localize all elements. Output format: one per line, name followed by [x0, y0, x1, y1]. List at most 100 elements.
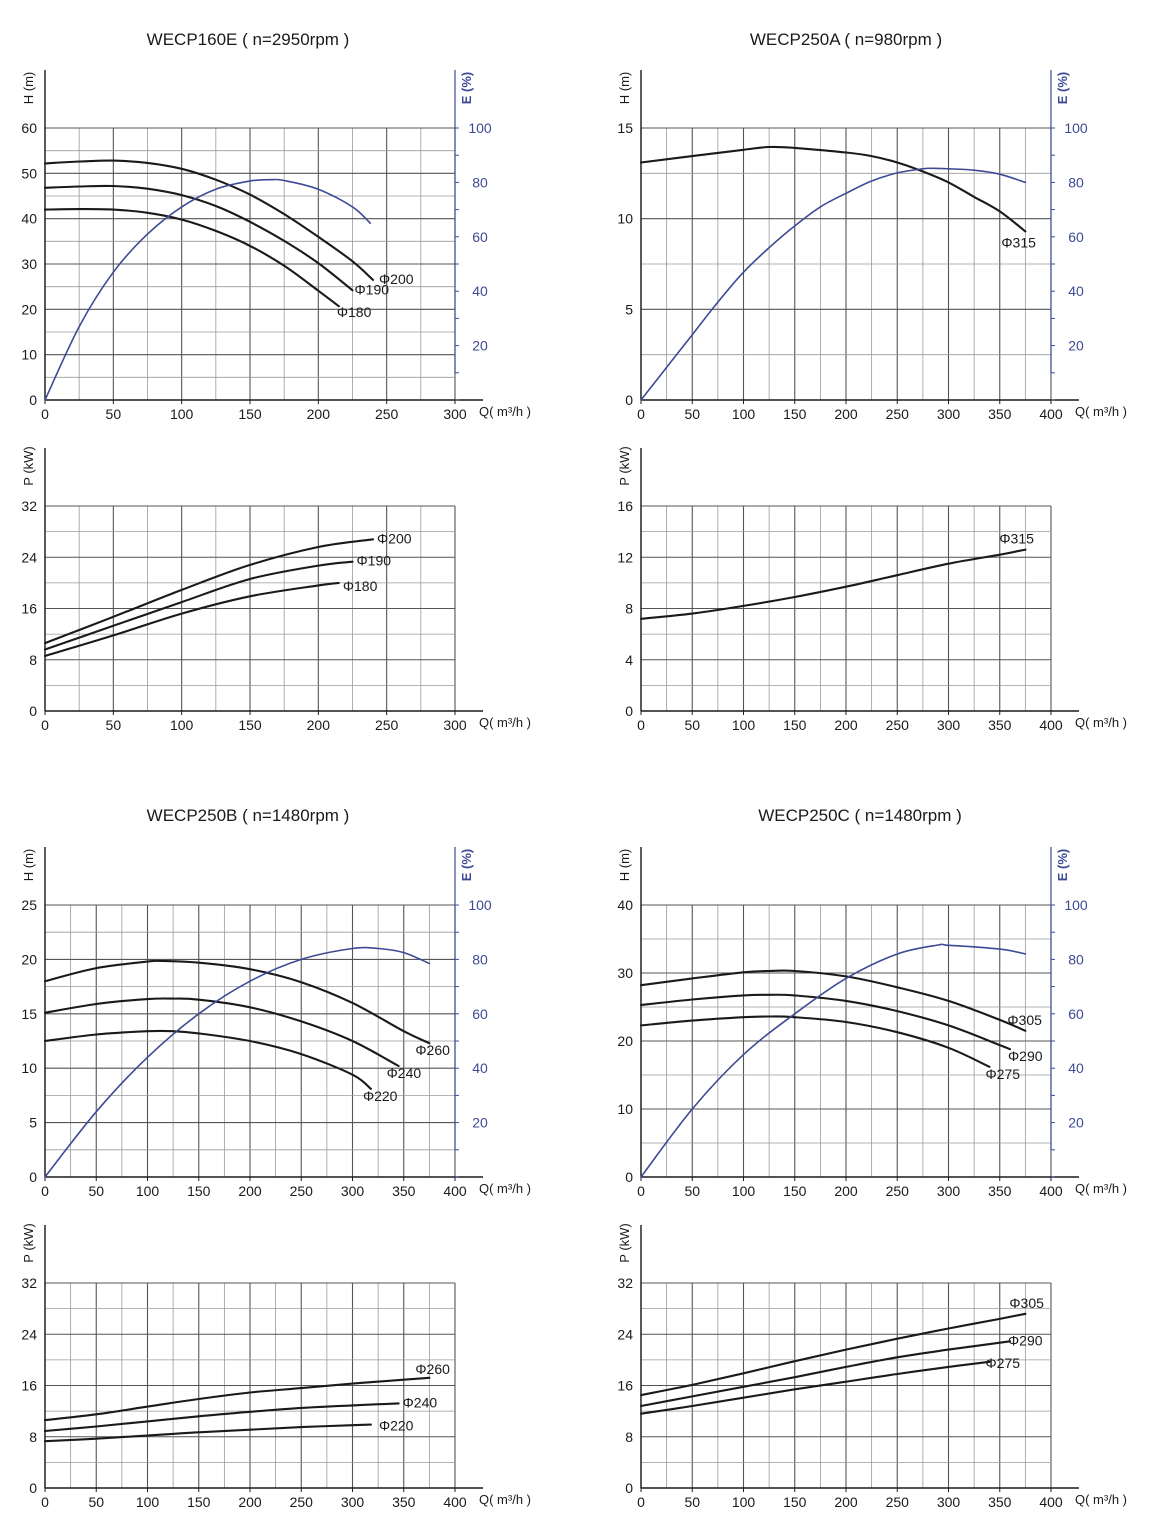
- x-tick-label: 350: [988, 406, 1012, 422]
- curve-Φ290: [639, 993, 1012, 1051]
- y-tick-label: 0: [29, 1169, 37, 1185]
- y-tick-label: 4: [625, 652, 633, 668]
- x-tick-label: 100: [732, 717, 756, 733]
- x-tick-label: 250: [290, 1494, 314, 1510]
- curve-label: Φ190: [355, 281, 390, 297]
- curve-label: Φ220: [363, 1088, 398, 1104]
- curve-Φ200: [43, 159, 375, 281]
- y2-tick-label: 20: [472, 338, 488, 354]
- x-tick-label: 50: [684, 406, 700, 422]
- y2-tick-label: 40: [1068, 1060, 1084, 1076]
- x-tick-label: 400: [443, 1183, 467, 1199]
- y-tick-label: 0: [29, 392, 37, 408]
- x-tick-label: 100: [136, 1183, 160, 1199]
- chart-panel: 0 50 100 150 200 250 300 350 400 Q( m³/h ) 0 4 8 12 16…: [617, 446, 1127, 733]
- x-tick-label: 100: [732, 406, 756, 422]
- curve-Φ315: [639, 548, 1027, 620]
- y-tick-label: 16: [21, 1378, 37, 1394]
- x-tick-label: 300: [937, 717, 961, 733]
- curve-Φ260: [43, 1376, 431, 1422]
- x-tick-label: 50: [106, 717, 122, 733]
- y-tick-label: 10: [21, 1060, 37, 1076]
- x-tick-label: 150: [783, 717, 807, 733]
- x-tick-label: 250: [375, 717, 399, 733]
- x-tick-label: 50: [106, 406, 122, 422]
- chart-title-wecp250a: WECP250A ( n=980rpm ): [749, 30, 943, 49]
- curve-Φ180: [43, 581, 340, 657]
- x-tick-label: 200: [307, 717, 331, 733]
- x-tick-label: 150: [187, 1494, 211, 1510]
- x-tick-label: 350: [392, 1183, 416, 1199]
- y-tick-label: 16: [617, 1378, 633, 1394]
- chart-panel: 0 50 100 150 200 250 300 350 400 Q( m³/h ) 0 10 20 30…: [617, 847, 1127, 1199]
- y2-tick-label: 20: [1068, 1115, 1084, 1131]
- y-tick-label: 8: [29, 652, 37, 668]
- x-tick-label: 300: [443, 406, 467, 422]
- x-tick-label: 350: [988, 717, 1012, 733]
- chart-title-wecp250c: WECP250C ( n=1480rpm ): [758, 806, 962, 825]
- curve-label: Φ180: [337, 304, 372, 320]
- y-tick-label: 32: [21, 498, 37, 514]
- x-tick-label: 200: [238, 1183, 262, 1199]
- y-tick-label: 5: [625, 301, 633, 317]
- curve-Φ220: [43, 1423, 372, 1443]
- curve-label: Φ240: [387, 1065, 422, 1081]
- y2-tick-label: 100: [1064, 897, 1088, 913]
- x-tick-label: 150: [238, 406, 262, 422]
- x-tick-label: 0: [637, 1183, 645, 1199]
- x-axis-label: Q( m³/h ): [479, 1181, 531, 1196]
- x-axis-label: Q( m³/h ): [1075, 1181, 1127, 1196]
- y-axis-label: H (m): [21, 849, 36, 882]
- x-tick-label: 400: [443, 1494, 467, 1510]
- y2-tick-label: 60: [1068, 1006, 1084, 1022]
- curve-label: Φ260: [415, 1361, 450, 1377]
- y-axis-label: P (kW): [21, 1223, 36, 1262]
- x-axis-label: Q( m³/h ): [479, 404, 531, 419]
- efficiency-curve: [640, 943, 1027, 1178]
- y-tick-label: 50: [21, 165, 37, 181]
- chart-panel: 0 50 100 150 200 250 300 Q( m³/h ) 0 8 16 24 32 P (kW…: [21, 446, 531, 733]
- curve-Φ240: [43, 997, 400, 1068]
- x-tick-label: 300: [937, 1494, 961, 1510]
- curve-Φ260: [43, 959, 431, 1045]
- y2-axis-label: E (%): [459, 72, 474, 105]
- y2-tick-label: 40: [472, 1060, 488, 1076]
- x-tick-label: 350: [988, 1183, 1012, 1199]
- x-axis-label: Q( m³/h ): [479, 1492, 531, 1507]
- curve-Φ275: [639, 1015, 991, 1068]
- curve-Φ315: [639, 145, 1027, 233]
- x-tick-label: 50: [88, 1183, 104, 1199]
- x-tick-label: 0: [41, 1494, 49, 1510]
- y-tick-label: 16: [21, 601, 37, 617]
- y-axis-label: H (m): [21, 72, 36, 105]
- x-tick-label: 200: [238, 1494, 262, 1510]
- curve-Φ240: [43, 1402, 400, 1433]
- y-tick-label: 24: [21, 549, 37, 565]
- x-tick-label: 200: [834, 717, 858, 733]
- curve-Φ190: [43, 560, 354, 651]
- curve-Φ305: [639, 969, 1027, 1032]
- y-tick-label: 8: [625, 1429, 633, 1445]
- y-tick-label: 24: [21, 1326, 37, 1342]
- x-tick-label: 0: [637, 717, 645, 733]
- y-tick-label: 15: [617, 120, 633, 136]
- x-axis-label: Q( m³/h ): [1075, 1492, 1127, 1507]
- x-tick-label: 300: [937, 406, 961, 422]
- x-axis-label: Q( m³/h ): [1075, 715, 1127, 730]
- x-tick-label: 350: [392, 1494, 416, 1510]
- y2-tick-label: 40: [472, 283, 488, 299]
- y-tick-label: 60: [21, 120, 37, 136]
- y-axis-label: H (m): [617, 72, 632, 105]
- curve-Φ200: [43, 538, 375, 645]
- y-tick-label: 5: [29, 1115, 37, 1131]
- curve-label: Φ275: [986, 1355, 1021, 1371]
- y-tick-label: 0: [625, 1169, 633, 1185]
- x-tick-label: 0: [41, 717, 49, 733]
- x-tick-label: 100: [732, 1494, 756, 1510]
- chart-title-wecp250b: WECP250B ( n=1480rpm ): [146, 806, 350, 825]
- curve-label: Φ190: [357, 553, 392, 569]
- chart-title-wecp160e: WECP160E ( n=2950rpm ): [146, 30, 350, 49]
- y-tick-label: 10: [617, 1101, 633, 1117]
- y-tick-label: 24: [617, 1326, 633, 1342]
- y-tick-label: 12: [617, 549, 633, 565]
